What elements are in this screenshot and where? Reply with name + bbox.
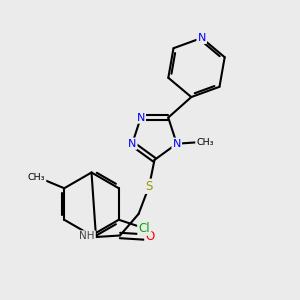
Text: CH₃: CH₃ [196, 138, 214, 147]
Text: CH₃: CH₃ [28, 173, 45, 182]
Text: Cl: Cl [139, 222, 150, 235]
Text: N: N [197, 33, 206, 43]
Text: NH: NH [79, 231, 95, 242]
Text: N: N [136, 112, 145, 123]
Text: S: S [146, 180, 153, 193]
Text: O: O [146, 230, 154, 244]
Text: N: N [172, 139, 181, 149]
Text: N: N [128, 139, 136, 149]
